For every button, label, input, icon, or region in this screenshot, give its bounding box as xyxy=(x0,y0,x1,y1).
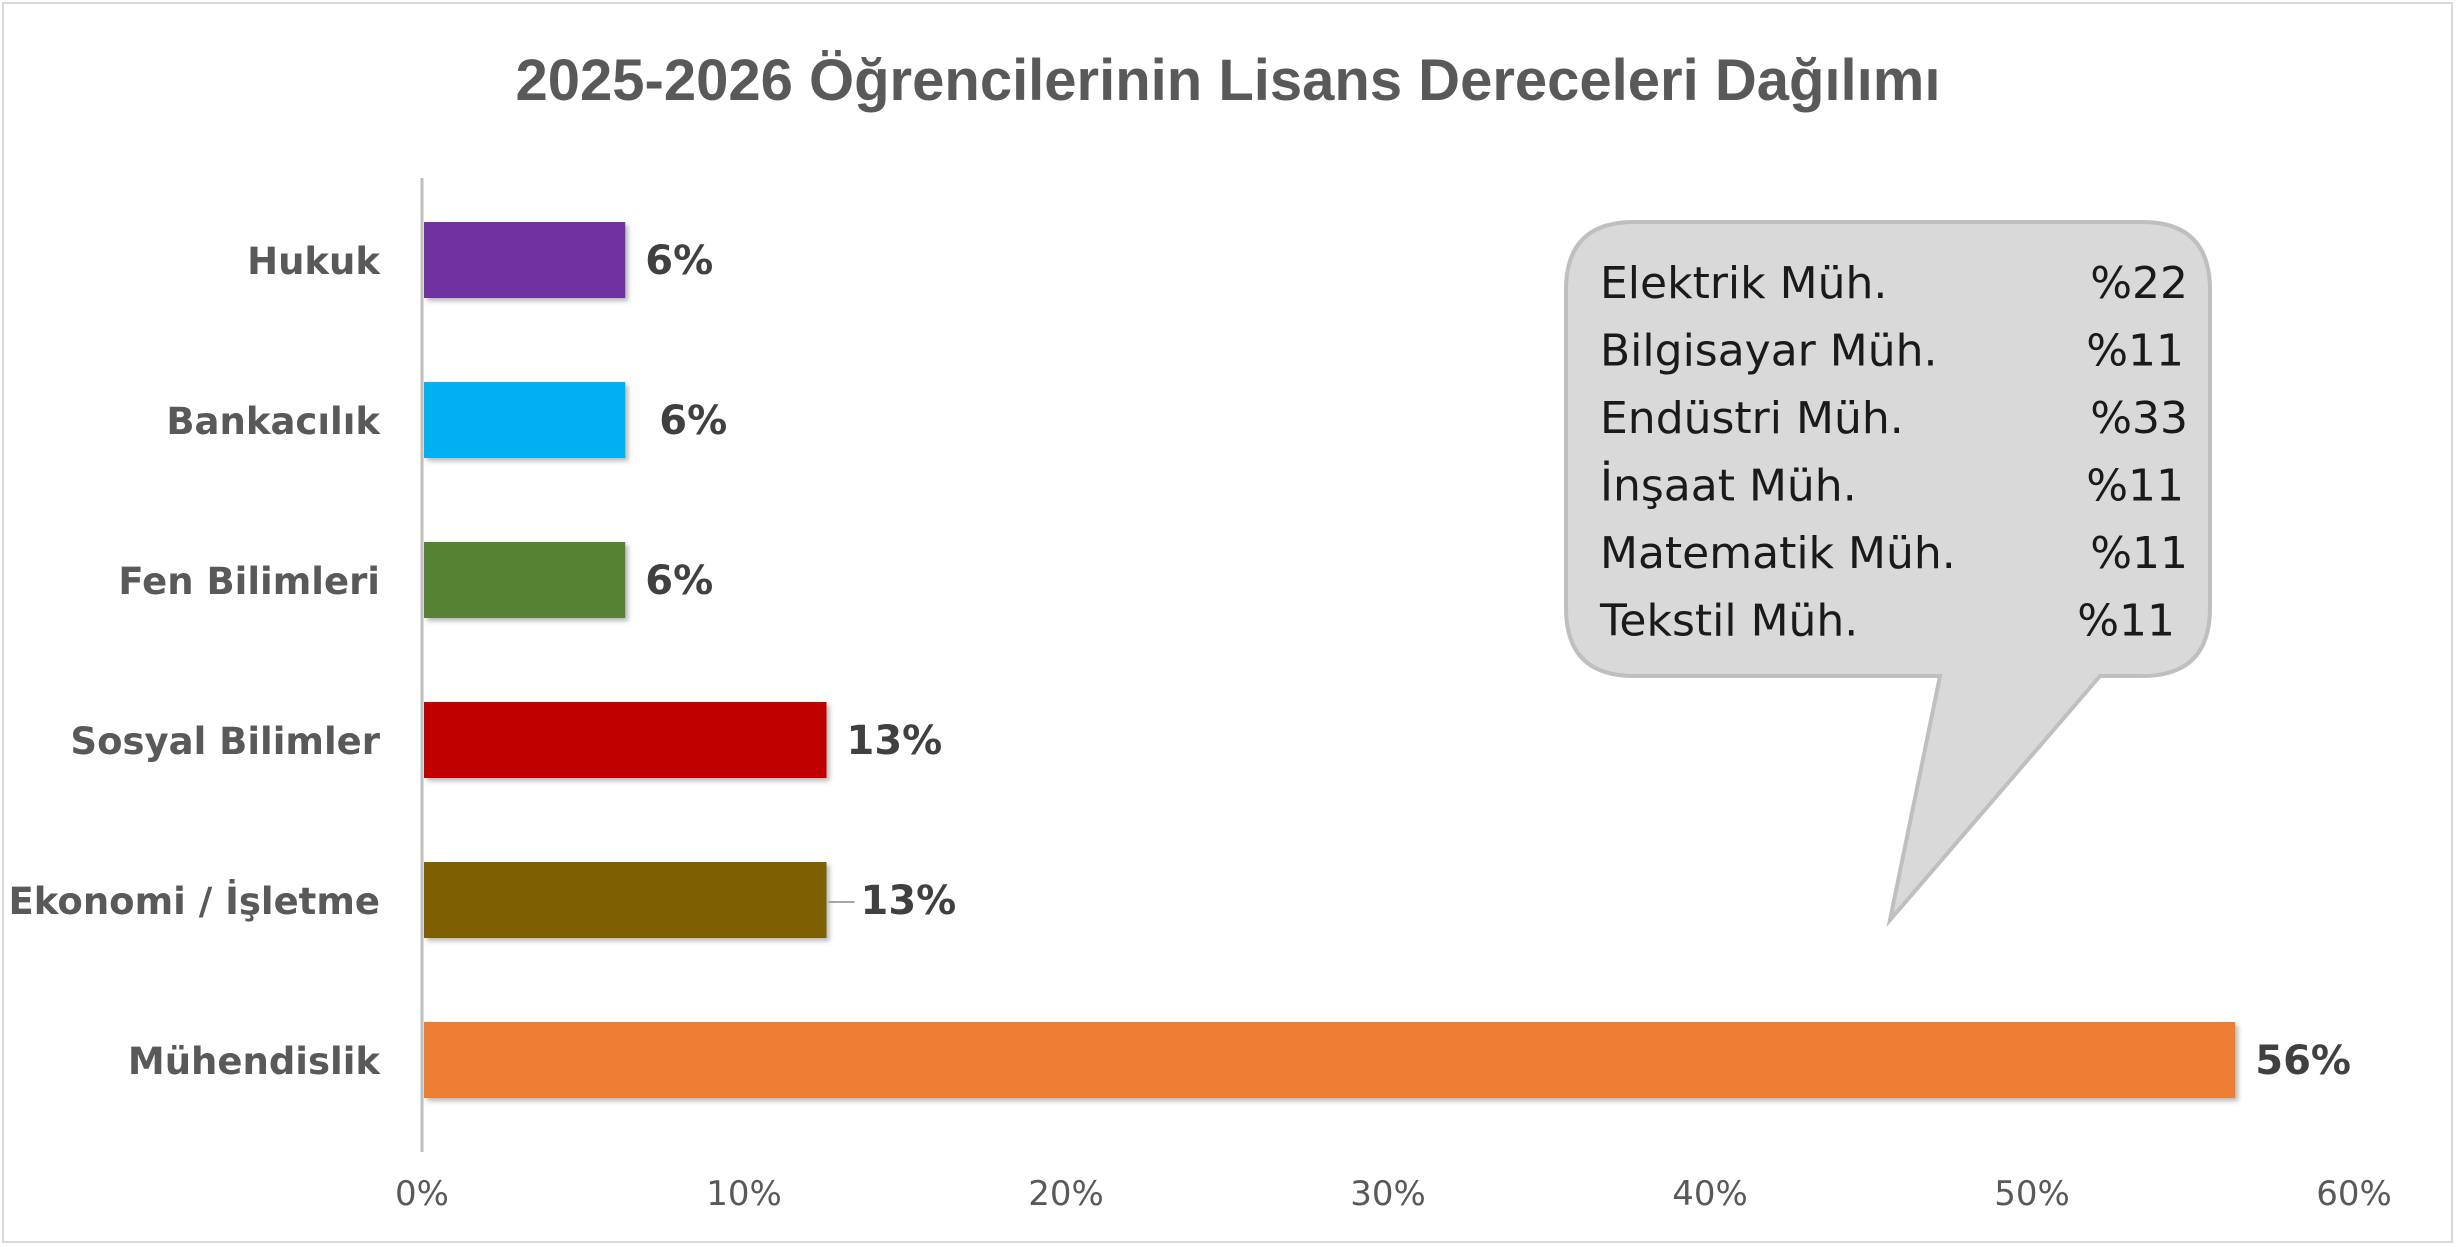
bar-5 xyxy=(424,1022,2236,1098)
x-tick-label: 0% xyxy=(395,1174,449,1214)
callout-row-label: Endüstri Müh. xyxy=(1600,393,1904,444)
bar-2 xyxy=(424,542,626,618)
callout-row-label: Elektrik Müh. xyxy=(1600,258,1887,309)
bar-4 xyxy=(424,862,827,938)
callout-layer: Elektrik Müh. %22 Bilgisayar Müh. %11 Endüst… xyxy=(1564,220,2212,928)
callout-row-value: %33 xyxy=(2090,393,2188,444)
x-tick-label: 30% xyxy=(1350,1174,1426,1214)
callout-row-value: %11 xyxy=(2077,596,2175,647)
callout-row-value: %11 xyxy=(2090,528,2188,579)
category-label: Ekonomi / İşletme xyxy=(9,879,380,923)
callout-row-value: %11 xyxy=(2086,461,2184,512)
callout-row-label: Tekstil Müh. xyxy=(1599,596,1858,647)
x-tick-label: 60% xyxy=(2316,1174,2392,1214)
callout-row-value: %11 xyxy=(2086,326,2184,377)
bars-layer: Hukuk 6% Bankacılık 6% Fen Bilimleri 6% Sosyal… xyxy=(9,178,2392,1214)
bar-1 xyxy=(424,382,626,458)
category-label: Bankacılık xyxy=(166,400,381,443)
category-label: Mühendislik xyxy=(128,1040,381,1083)
data-label: 56% xyxy=(2255,1038,2351,1084)
data-label: 6% xyxy=(659,398,727,444)
callout-row-label: İnşaat Müh. xyxy=(1600,460,1857,512)
category-label: Fen Bilimleri xyxy=(118,560,380,603)
data-label: 6% xyxy=(645,558,713,604)
x-tick-label: 10% xyxy=(706,1174,782,1214)
data-label: 6% xyxy=(645,238,713,284)
data-label: 13% xyxy=(847,718,943,764)
chart-title: 2025-2026 Öğrencilerinin Lisans Derecele… xyxy=(516,48,1941,113)
x-tick-label: 50% xyxy=(1994,1174,2070,1214)
callout-row-value: %22 xyxy=(2090,258,2188,309)
category-label: Hukuk xyxy=(247,240,381,283)
x-tick-label: 20% xyxy=(1028,1174,1104,1214)
x-tick-label: 40% xyxy=(1672,1174,1748,1214)
category-label: Sosyal Bilimler xyxy=(70,720,380,763)
bar-3 xyxy=(424,702,827,778)
data-label: 13% xyxy=(861,878,957,924)
bar-0 xyxy=(424,222,626,298)
callout-bubble xyxy=(1564,220,2212,928)
callout-row-label: Bilgisayar Müh. xyxy=(1600,326,1937,377)
callout-row-label: Matematik Müh. xyxy=(1600,528,1956,579)
